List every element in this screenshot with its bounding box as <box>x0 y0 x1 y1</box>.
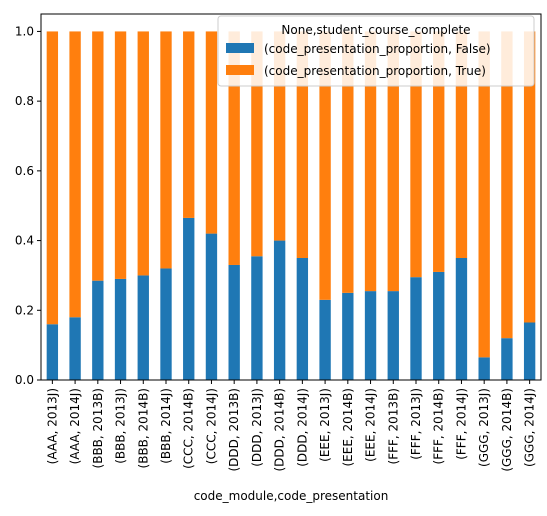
y-tick-label-2: 0.4 <box>15 234 34 248</box>
bar-false-9 <box>251 256 263 380</box>
bar-true-11 <box>296 31 309 259</box>
bars-group <box>46 31 536 380</box>
x-tick-label-20: (GGG, 2014B) <box>500 388 514 472</box>
legend-label-false: (code_presentation_proportion, False) <box>264 42 491 56</box>
bar-true-9 <box>251 31 263 257</box>
bar-false-4 <box>137 275 149 380</box>
bar-false-20 <box>501 338 513 380</box>
bar-false-5 <box>160 268 172 380</box>
bar-false-12 <box>319 299 331 380</box>
legend-swatch-false <box>226 43 254 53</box>
legend: None,student_course_complete (code_prese… <box>217 15 535 87</box>
bar-true-7 <box>205 31 218 234</box>
bar-false-13 <box>342 292 354 380</box>
legend-frame <box>217 15 535 87</box>
x-tick-label-13: (EEE, 2014B) <box>341 388 355 467</box>
y-axis: 0.0 0.2 0.4 0.6 0.8 1.0 <box>15 24 41 387</box>
bar-false-14 <box>364 291 377 380</box>
bar-true-5 <box>160 31 172 269</box>
bar-false-19 <box>478 357 490 380</box>
bar-false-7 <box>205 233 218 380</box>
x-tick-label-17: (FFF, 2014B) <box>432 388 446 464</box>
bar-false-11 <box>296 258 309 380</box>
x-tick-label-18: (FFF, 2014J) <box>454 388 468 460</box>
x-tick-label-21: (GGG, 2014J) <box>523 388 537 467</box>
bar-true-2 <box>92 31 104 281</box>
bar-true-13 <box>342 31 354 293</box>
bar-true-1 <box>69 31 81 318</box>
bar-true-3 <box>114 31 127 279</box>
bar-true-20 <box>501 31 513 339</box>
bar-false-18 <box>455 258 468 380</box>
x-tick-label-11: (DDD, 2014J) <box>295 388 309 467</box>
legend-swatch-true <box>226 65 254 75</box>
bar-true-6 <box>183 31 195 218</box>
legend-label-true: (code_presentation_proportion, True) <box>264 64 486 78</box>
x-tick-label-7: (CCC, 2014J) <box>204 388 218 464</box>
bar-true-10 <box>273 31 286 241</box>
bar-true-14 <box>364 31 377 292</box>
bar-false-6 <box>183 217 195 380</box>
x-tick-label-19: (GGG, 2013J) <box>477 388 491 467</box>
y-tick-label-5: 1.0 <box>15 24 34 38</box>
bar-true-18 <box>455 31 468 259</box>
bar-false-16 <box>410 277 422 380</box>
y-tick-label-4: 0.8 <box>15 94 34 108</box>
bar-true-21 <box>523 31 536 323</box>
bar-false-8 <box>228 264 240 380</box>
x-tick-label-8: (DDD, 2013B) <box>227 388 241 471</box>
x-tick-label-14: (EEE, 2014J) <box>364 388 378 462</box>
x-tick-label-6: (CCC, 2014B) <box>182 388 196 469</box>
bar-true-19 <box>478 31 490 358</box>
legend-title: None,student_course_complete <box>281 23 470 37</box>
bar-true-4 <box>137 31 149 276</box>
x-tick-label-10: (DDD, 2014B) <box>273 388 287 471</box>
x-tick-label-1: (AAA, 2014J) <box>68 388 82 464</box>
bar-true-15 <box>387 31 399 292</box>
bar-true-17 <box>433 31 445 272</box>
x-tick-label-3: (BBB, 2013J) <box>114 388 128 464</box>
x-tick-label-12: (EEE, 2013J) <box>318 388 332 462</box>
x-axis: (AAA, 2013J) (AAA, 2014J) (BBB, 2013B) (BBB… <box>45 380 537 472</box>
plot-frame <box>40 13 542 381</box>
bar-false-3 <box>114 278 127 380</box>
x-tick-label-15: (FFF, 2013B) <box>386 388 400 464</box>
bar-false-10 <box>273 240 286 380</box>
bar-true-0 <box>46 31 59 325</box>
bar-true-8 <box>228 31 240 265</box>
x-tick-label-16: (FFF, 2013J) <box>409 388 423 460</box>
y-tick-label-0: 0.0 <box>15 373 34 387</box>
bar-false-17 <box>433 271 445 380</box>
bar-false-21 <box>523 322 536 380</box>
bar-true-16 <box>410 31 422 278</box>
bar-false-0 <box>46 324 59 380</box>
y-tick-label-3: 0.6 <box>15 164 34 178</box>
x-tick-label-4: (BBB, 2014B) <box>136 388 150 468</box>
bar-true-12 <box>319 31 331 300</box>
bar-false-2 <box>92 280 104 380</box>
x-tick-label-9: (DDD, 2013J) <box>250 388 264 467</box>
x-tick-label-2: (BBB, 2013B) <box>91 388 105 468</box>
x-tick-label-5: (BBB, 2014J) <box>159 388 173 464</box>
bar-false-15 <box>387 291 399 380</box>
x-axis-label: code_module,code_presentation <box>194 489 389 503</box>
bar-false-1 <box>69 317 81 380</box>
x-tick-label-0: (AAA, 2013J) <box>45 388 59 464</box>
y-tick-label-1: 0.2 <box>15 303 34 317</box>
